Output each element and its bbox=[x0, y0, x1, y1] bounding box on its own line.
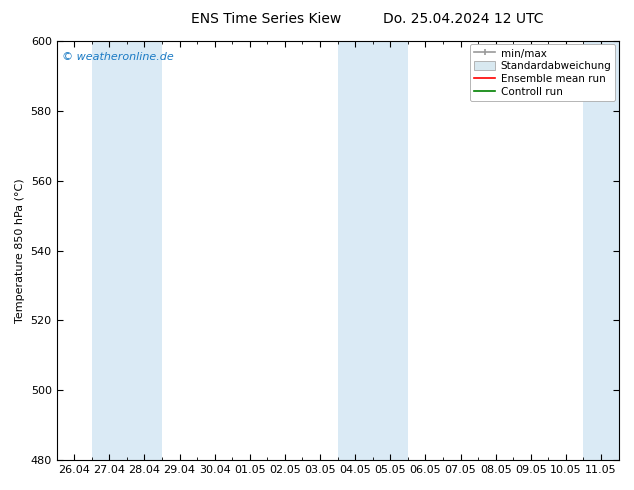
Text: Do. 25.04.2024 12 UTC: Do. 25.04.2024 12 UTC bbox=[382, 12, 543, 26]
Text: © weatheronline.de: © weatheronline.de bbox=[62, 51, 174, 62]
Legend: min/max, Standardabweichung, Ensemble mean run, Controll run: min/max, Standardabweichung, Ensemble me… bbox=[470, 44, 616, 101]
Text: ENS Time Series Kiew: ENS Time Series Kiew bbox=[191, 12, 341, 26]
Bar bbox=[583, 41, 619, 460]
Bar bbox=[92, 41, 162, 460]
Y-axis label: Temperature 850 hPa (°C): Temperature 850 hPa (°C) bbox=[15, 178, 25, 323]
Bar bbox=[337, 41, 408, 460]
